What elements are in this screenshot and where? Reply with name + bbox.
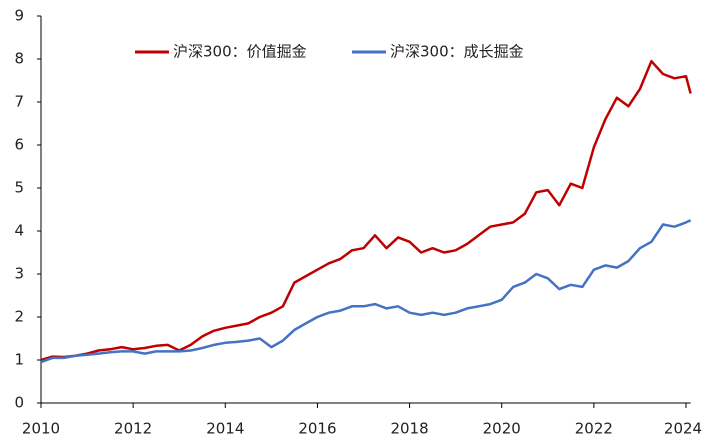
series-line xyxy=(40,219,692,364)
y-tick-label: 6 xyxy=(14,136,24,154)
legend-label: 沪深300：成长掘金 xyxy=(390,43,524,61)
x-tick-label: 2020 xyxy=(483,420,521,438)
legend-label: 沪深300：价值掘金 xyxy=(173,43,307,61)
y-tick-label: 2 xyxy=(14,308,24,326)
x-tick-label: 2024 xyxy=(664,420,702,438)
y-tick-label: 1 xyxy=(14,351,24,369)
x-tick-label: 2010 xyxy=(22,420,60,438)
y-tick-label: 8 xyxy=(14,50,24,68)
series-line xyxy=(40,59,692,362)
y-tick-label: 3 xyxy=(14,265,24,283)
y-tick-label: 9 xyxy=(14,7,24,25)
x-tick-label: 2014 xyxy=(206,420,244,438)
y-tick-label: 7 xyxy=(14,93,24,111)
x-tick-label: 2018 xyxy=(390,420,428,438)
y-tick-label: 0 xyxy=(14,394,24,412)
y-tick-label: 5 xyxy=(14,179,24,197)
x-tick-label: 2022 xyxy=(575,420,613,438)
x-tick-label: 2016 xyxy=(298,420,336,438)
y-tick-label: 4 xyxy=(14,222,24,240)
x-tick-label: 2012 xyxy=(114,420,152,438)
